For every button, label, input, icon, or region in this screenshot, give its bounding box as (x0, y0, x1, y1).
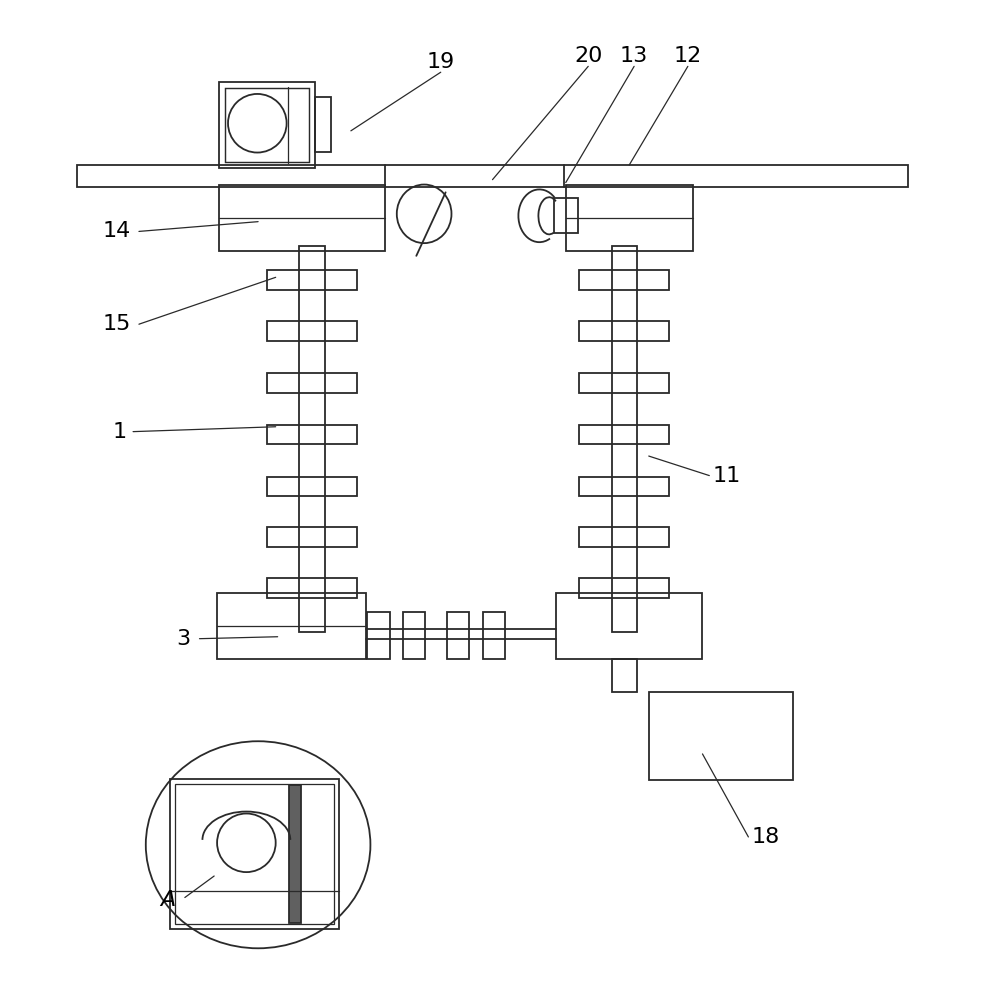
Bar (565, 185, 692, 251)
Bar (267, 425, 357, 444)
Bar (267, 578, 357, 598)
Text: 12: 12 (674, 46, 702, 66)
Bar (556, 593, 702, 659)
Bar (267, 270, 357, 290)
Bar (219, 82, 315, 168)
Bar (290, 785, 301, 923)
Bar (267, 527, 357, 547)
Text: 19: 19 (427, 52, 455, 72)
Bar (612, 246, 637, 632)
Bar (579, 578, 669, 598)
Text: 11: 11 (713, 466, 741, 486)
Bar (170, 779, 339, 929)
Bar (267, 373, 357, 393)
Bar (579, 527, 669, 547)
Bar (78, 165, 907, 187)
Bar (579, 270, 669, 290)
Bar (175, 784, 334, 924)
Bar (219, 185, 385, 251)
Bar (612, 659, 637, 692)
Bar (267, 321, 357, 341)
Bar (217, 593, 365, 659)
Text: 13: 13 (620, 46, 648, 66)
Bar (554, 198, 578, 233)
Bar (299, 246, 324, 632)
Bar (579, 321, 669, 341)
Bar (446, 612, 469, 659)
Bar (649, 692, 793, 780)
Bar (403, 612, 426, 659)
Text: A: A (161, 890, 176, 910)
Bar (483, 612, 505, 659)
Bar (579, 425, 669, 444)
Text: 18: 18 (752, 827, 780, 847)
Bar (267, 477, 357, 496)
Bar (579, 477, 669, 496)
Text: 3: 3 (176, 629, 190, 649)
Bar (367, 612, 390, 659)
Bar (579, 373, 669, 393)
Text: 20: 20 (574, 46, 603, 66)
Text: 15: 15 (102, 314, 131, 334)
Bar (225, 88, 309, 162)
Text: 1: 1 (112, 422, 126, 442)
Bar (315, 97, 331, 152)
Text: 14: 14 (102, 221, 131, 241)
